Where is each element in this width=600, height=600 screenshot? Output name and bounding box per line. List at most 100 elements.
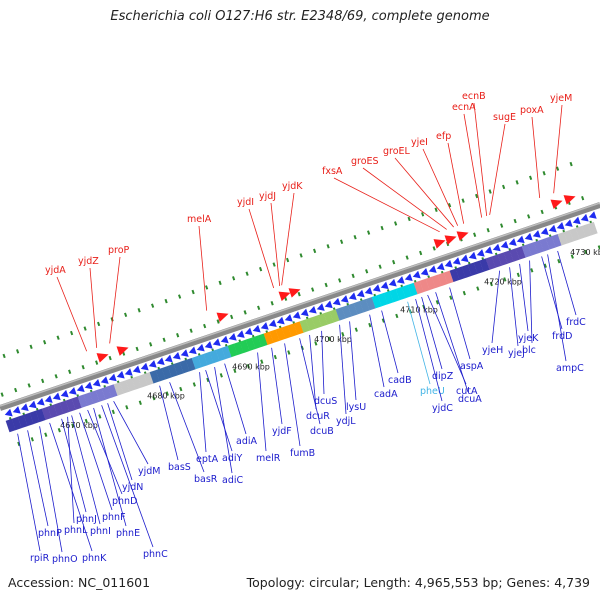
- tick-mark: [584, 249, 588, 255]
- reverse-strand-arrow: [492, 243, 501, 252]
- feature-block: [251, 335, 262, 350]
- reverse-strand-arrow: [436, 262, 445, 271]
- leader-line-yjdZ: [89, 267, 98, 348]
- forward-strand-arrow: [444, 235, 457, 245]
- reverse-strand-arrow: [28, 400, 37, 409]
- feature-block: [341, 305, 352, 319]
- tick-mark: [219, 373, 223, 378]
- reverse-strand-arrow: [44, 395, 53, 403]
- feature-block: [143, 372, 154, 386]
- feature-block: [311, 315, 322, 329]
- tick-mark: [135, 346, 139, 352]
- reverse-strand-arrow: [580, 213, 589, 222]
- tick-mark: [191, 289, 195, 295]
- reverse-strand-arrow: [508, 238, 517, 246]
- reverse-strand-arrow: [388, 278, 397, 287]
- leader-line-fumB: [284, 343, 301, 447]
- leader-line-yjdN: [107, 403, 133, 481]
- reverse-strand-arrow: [500, 240, 509, 249]
- feature-block: [347, 303, 358, 317]
- feature-block: [101, 386, 112, 400]
- tick-mark: [314, 341, 318, 346]
- tick-mark: [125, 405, 129, 410]
- tick-mark: [434, 207, 438, 212]
- leader-line-phnO: [39, 426, 63, 553]
- feature-block: [581, 223, 592, 238]
- reverse-strand-arrow: [300, 308, 309, 317]
- feature-block: [467, 262, 478, 276]
- feature-block: [287, 323, 298, 337]
- reverse-strand-arrow: [404, 273, 413, 282]
- tick-mark: [407, 216, 411, 222]
- tick-label-4680kbp: 4680 kbp: [147, 391, 185, 400]
- tick-mark: [203, 323, 207, 329]
- reverse-strand-arrow: [364, 286, 373, 295]
- tick-mark: [540, 209, 544, 215]
- tick-mark: [178, 294, 182, 299]
- feature-block: [131, 376, 142, 390]
- reverse-strand-arrow: [572, 216, 581, 225]
- reverse-strand-arrow: [172, 351, 181, 360]
- tick-mark: [205, 285, 209, 290]
- reverse-strand-arrow: [228, 333, 237, 341]
- leader-line-yjeK: [519, 263, 529, 332]
- reverse-strand-arrow: [268, 319, 277, 328]
- feature-block: [377, 292, 388, 307]
- feature-block: [383, 290, 394, 305]
- reverse-strand-arrow: [588, 211, 597, 219]
- leader-line-cadB: [381, 310, 399, 374]
- feature-block: [161, 366, 172, 380]
- tick-mark: [367, 230, 371, 235]
- feature-block: [389, 288, 400, 303]
- gene-label-eptA: eptA: [196, 454, 219, 465]
- tick-mark: [111, 409, 115, 415]
- feature-block: [563, 229, 574, 244]
- gene-label-cadB: cadB: [388, 375, 412, 386]
- gene-label-fumB: fumB: [290, 448, 315, 459]
- feature-block: [29, 410, 40, 425]
- gene-label-adiA: adiA: [236, 436, 257, 447]
- tick-mark: [421, 212, 425, 217]
- feature-block: [395, 286, 406, 301]
- gene-label-yjdA: yjdA: [45, 265, 66, 276]
- gene-label-phnL: phnL: [64, 525, 88, 536]
- tick-mark: [299, 253, 303, 258]
- feature-block: [89, 390, 100, 404]
- reverse-strand-arrow: [324, 300, 333, 309]
- reverse-strand-arrow: [188, 346, 197, 355]
- tick-mark: [556, 166, 560, 171]
- gene-label-phnF: phnF: [102, 512, 126, 523]
- leader-line-eptA: [199, 372, 207, 453]
- reverse-strand-arrow: [52, 392, 61, 401]
- tick-mark: [257, 305, 261, 311]
- feature-block: [371, 294, 382, 309]
- tick-mark: [530, 268, 534, 273]
- reverse-strand-arrow: [204, 341, 213, 349]
- feature-block: [329, 309, 340, 323]
- tick-mark: [380, 225, 384, 231]
- leader-line-dcuA: [435, 292, 469, 393]
- tick-mark: [488, 189, 492, 194]
- tick-mark: [83, 326, 87, 331]
- tick-mark: [435, 300, 439, 305]
- gene-label-phnJ: phnJ: [76, 514, 97, 525]
- feature-block: [335, 307, 346, 321]
- tick-mark: [149, 342, 153, 347]
- leader-line-phnD: [87, 409, 123, 495]
- reverse-strand-arrow: [60, 389, 69, 398]
- tick-mark: [354, 327, 358, 332]
- tick-mark: [313, 248, 317, 254]
- tick-mark: [341, 332, 345, 337]
- reverse-strand-arrow: [156, 357, 165, 365]
- gene-label-yjdC: yjdC: [432, 403, 453, 414]
- tick-mark: [44, 432, 48, 437]
- reverse-strand-arrow: [260, 322, 269, 330]
- tick-mark: [432, 246, 436, 251]
- tick-mark: [543, 263, 547, 268]
- reverse-strand-arrow: [252, 324, 261, 333]
- feature-block: [239, 339, 250, 354]
- tick-mark: [405, 255, 409, 260]
- reverse-strand-arrow: [380, 281, 389, 290]
- leader-line-ydjL: [339, 324, 347, 415]
- genome-backbone-highlight: [0, 202, 600, 407]
